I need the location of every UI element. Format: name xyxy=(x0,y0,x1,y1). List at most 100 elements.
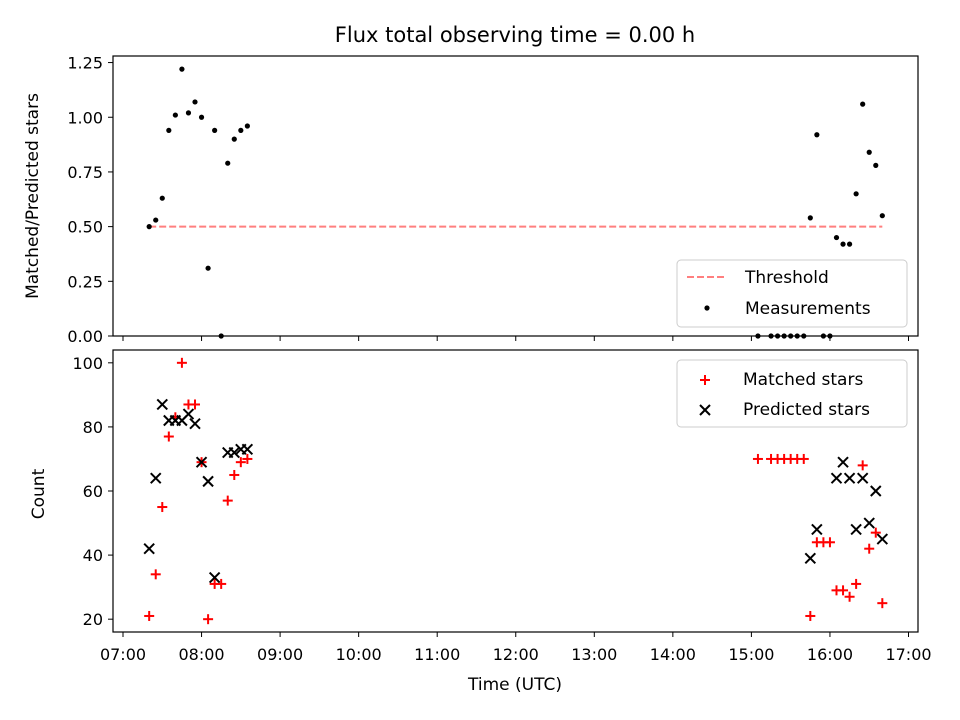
measurement-point xyxy=(146,224,152,230)
y-tick-label: 0.75 xyxy=(67,163,103,182)
predicted-star-point xyxy=(143,542,155,555)
matched-star-point xyxy=(844,591,855,602)
matched-star-point xyxy=(222,495,233,506)
measurement-point xyxy=(814,132,820,138)
legend-matched-marker xyxy=(700,375,710,385)
measurement-point xyxy=(801,333,807,339)
measurement-point xyxy=(212,127,218,133)
predicted-star-point xyxy=(876,533,889,545)
predicted-star-point xyxy=(837,456,849,468)
measurement-point xyxy=(192,99,198,105)
measurement-point xyxy=(794,333,800,339)
x-tick-label: 11:00 xyxy=(414,645,460,664)
top-legend: Threshold Measurements xyxy=(676,259,908,328)
bottom-ylabel: Count xyxy=(29,468,49,519)
y-tick-label: 100 xyxy=(72,354,103,373)
measurement-point xyxy=(172,112,178,118)
x-tick-label: 10:00 xyxy=(336,645,382,664)
matched-star-point xyxy=(805,610,816,621)
x-tick-label: 08:00 xyxy=(178,645,224,664)
x-tick-label: 15:00 xyxy=(728,645,774,664)
matched-star-point xyxy=(857,460,868,471)
matched-star-point xyxy=(798,453,809,464)
predicted-star-point xyxy=(195,456,208,468)
measurement-point xyxy=(159,195,165,201)
measurement-point xyxy=(788,333,794,339)
measurement-point xyxy=(153,217,159,223)
predicted-star-point xyxy=(804,552,817,565)
matched-star-point xyxy=(242,453,253,464)
y-tick-label: 80 xyxy=(83,418,103,437)
measurement-point xyxy=(774,333,781,339)
x-tick-label: 16:00 xyxy=(807,645,853,664)
measurement-point xyxy=(185,110,192,116)
legend-predicted-label: Predicted stars xyxy=(743,400,870,420)
legend-x-symbol xyxy=(699,404,711,416)
y-tick-label: 60 xyxy=(83,482,103,501)
matched-star-point xyxy=(144,610,155,621)
matched-star-point xyxy=(870,527,881,538)
matched-star-point xyxy=(150,569,161,580)
matched-star-point xyxy=(157,502,168,513)
predicted-star-point xyxy=(856,472,869,484)
y-tick-label: 20 xyxy=(83,610,103,629)
matched-star-point xyxy=(229,469,240,480)
predicted-star-point xyxy=(863,517,875,529)
y-tick-label: 0.50 xyxy=(67,218,103,237)
measurement-point xyxy=(225,160,231,166)
legend-measurements-marker xyxy=(704,305,710,311)
top-title: Flux total observing time = 0.00 h xyxy=(335,23,695,47)
measurement-point xyxy=(781,333,787,339)
y-tick-label: 1.25 xyxy=(67,54,103,73)
y-tick-label: 0.25 xyxy=(67,272,103,291)
legend-threshold-label: Threshold xyxy=(744,268,829,288)
predicted-star-point xyxy=(241,443,254,456)
x-tick-label: 09:00 xyxy=(257,645,303,664)
measurement-point xyxy=(833,234,840,241)
matched-star-point xyxy=(190,399,201,410)
x-tick-label: 17:00 xyxy=(885,645,931,664)
bottom-legend: Matched stars Predicted stars xyxy=(676,359,908,428)
bottom-ticks: 07:00 08:00 09:00 10:00 11:00 12:00 13:00 14:00… xyxy=(72,354,931,664)
measurement-point xyxy=(755,333,761,339)
x-tick-label: 14:00 xyxy=(650,645,696,664)
measurement-point xyxy=(179,66,185,72)
bottom-legend-box xyxy=(676,359,908,428)
matched-star-point xyxy=(864,543,875,554)
predicted-star-point xyxy=(156,398,168,411)
predicted-star-point xyxy=(830,472,843,484)
top-ticks: 0.00 0.25 0.50 0.75 1.00 1.25 xyxy=(67,54,909,346)
bottom-panel: 07:00 08:00 09:00 10:00 11:00 12:00 13:00 14:00… xyxy=(29,349,932,695)
predicted-star-point xyxy=(202,475,214,488)
bottom-xlabel: Time (UTC) xyxy=(467,675,562,695)
measurement-point xyxy=(231,136,237,142)
measurement-point xyxy=(205,265,211,271)
predicted-star-point xyxy=(228,446,240,459)
measurement-point xyxy=(166,127,172,133)
predicted-star-point xyxy=(870,485,882,497)
measurement-point xyxy=(244,123,250,129)
measurement-point xyxy=(198,114,205,120)
matched-star-point xyxy=(752,453,763,464)
measurement-point xyxy=(768,333,774,339)
measurement-point xyxy=(840,241,846,247)
matched-star-point xyxy=(163,431,174,442)
top-points xyxy=(146,66,885,339)
measurement-point xyxy=(846,241,853,247)
measurement-point xyxy=(820,333,827,339)
matched-star-point xyxy=(851,578,862,589)
matched-star-point xyxy=(838,585,849,596)
legend-predicted-marker xyxy=(699,404,711,416)
x-tick-label: 12:00 xyxy=(493,645,539,664)
y-tick-label: 1.00 xyxy=(67,108,103,127)
predicted-star-point xyxy=(850,523,862,536)
legend-measurements-label: Measurements xyxy=(745,299,871,319)
measurement-point xyxy=(807,215,813,221)
measurement-point xyxy=(218,333,224,339)
matched-star-point xyxy=(235,457,246,468)
y-tick-label: 40 xyxy=(83,546,103,565)
matched-star-point xyxy=(824,537,835,548)
predicted-star-point xyxy=(811,523,823,536)
measurement-point xyxy=(860,101,866,107)
